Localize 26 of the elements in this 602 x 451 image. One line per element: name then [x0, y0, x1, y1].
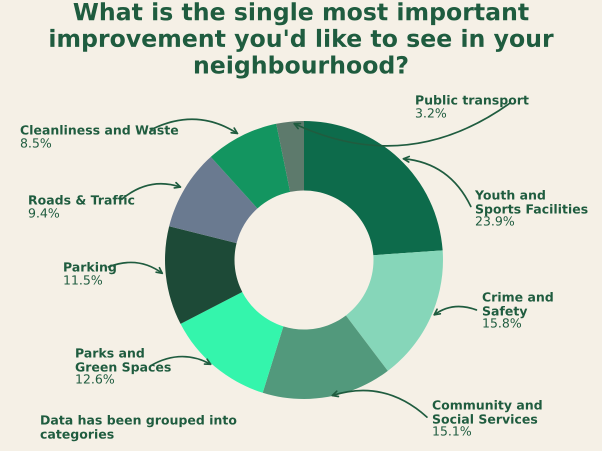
slice-label: Youth and Sports Facilities: [474, 190, 588, 216]
data-label: 15.1%: [433, 426, 472, 436]
slice-label: Public transport: [416, 95, 529, 108]
text: Data has been grouped into categories: [40, 415, 236, 442]
data-label: 11.5%: [64, 275, 102, 285]
data-label: 15.8%: [483, 318, 522, 328]
slice-label: Parking: [64, 262, 116, 274]
donut-slice: [346, 250, 443, 371]
data-label: 3.2%: [416, 108, 446, 118]
data-label: 23.9%: [476, 216, 514, 226]
donut-slice: [210, 124, 290, 208]
donut-slice: [169, 156, 258, 244]
donut-slice: [180, 292, 284, 393]
slice-label: Parks and Green Spaces: [76, 348, 171, 374]
data-label: 9.4%: [28, 208, 60, 218]
donut-slice: [262, 315, 388, 399]
donut-slice: [276, 121, 304, 192]
slice-label: Crime and Safety: [482, 292, 553, 318]
slice-label: Cleanliness and Waste: [20, 125, 178, 135]
chart-title: What is the single most important improvement you'd like to see in your neighbourhood?: [50, 2, 554, 79]
data-label: 8.5%: [20, 138, 52, 148]
donut-slice: [165, 226, 242, 324]
data-label: 12.6%: [76, 374, 114, 384]
slice-label: Roads & Traffic: [29, 195, 134, 205]
slice-label: Community and Social Services: [432, 400, 542, 424]
donut-slice: [304, 121, 443, 256]
